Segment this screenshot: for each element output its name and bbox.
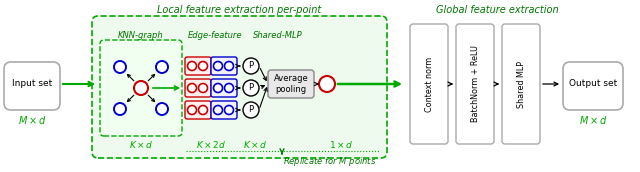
Text: Input set: Input set — [12, 79, 52, 89]
Text: Global feature extraction: Global feature extraction — [436, 5, 558, 15]
FancyBboxPatch shape — [100, 40, 182, 136]
Circle shape — [243, 80, 259, 96]
FancyBboxPatch shape — [185, 101, 211, 119]
Circle shape — [114, 61, 126, 73]
Circle shape — [243, 102, 259, 118]
Text: P: P — [248, 83, 253, 93]
FancyBboxPatch shape — [211, 79, 237, 97]
Text: $M \times d$: $M \times d$ — [18, 114, 46, 126]
Text: P: P — [248, 105, 253, 115]
Circle shape — [198, 62, 207, 71]
Circle shape — [198, 105, 207, 115]
FancyBboxPatch shape — [211, 57, 237, 75]
Text: KNN-graph: KNN-graph — [118, 31, 164, 40]
Text: Shared MLP: Shared MLP — [516, 61, 525, 108]
FancyBboxPatch shape — [410, 24, 448, 144]
Text: $M \times d$: $M \times d$ — [579, 114, 607, 126]
Circle shape — [243, 58, 259, 74]
Circle shape — [156, 103, 168, 115]
FancyBboxPatch shape — [456, 24, 494, 144]
FancyBboxPatch shape — [185, 57, 211, 75]
Circle shape — [225, 105, 234, 115]
FancyBboxPatch shape — [268, 70, 314, 98]
Circle shape — [319, 76, 335, 92]
Circle shape — [214, 105, 223, 115]
FancyBboxPatch shape — [502, 24, 540, 144]
Text: Context norm: Context norm — [424, 56, 433, 112]
Circle shape — [188, 105, 196, 115]
Circle shape — [156, 61, 168, 73]
Circle shape — [214, 62, 223, 71]
Text: P: P — [248, 62, 253, 71]
Text: Shared-MLP: Shared-MLP — [253, 31, 303, 40]
FancyBboxPatch shape — [211, 101, 237, 119]
Circle shape — [114, 103, 126, 115]
FancyBboxPatch shape — [185, 79, 211, 97]
FancyBboxPatch shape — [563, 62, 623, 110]
Text: Edge-feature: Edge-feature — [188, 31, 243, 40]
Circle shape — [214, 83, 223, 93]
Circle shape — [225, 62, 234, 71]
Text: Local feature extraction per-point: Local feature extraction per-point — [157, 5, 322, 15]
FancyBboxPatch shape — [92, 16, 387, 158]
Circle shape — [225, 83, 234, 93]
Text: $K \times 2d$: $K \times 2d$ — [196, 138, 226, 149]
Circle shape — [188, 83, 196, 93]
Circle shape — [134, 81, 148, 95]
Text: $K \times d$: $K \times d$ — [243, 138, 268, 149]
Text: $1 \times d$: $1 \times d$ — [329, 138, 353, 149]
Circle shape — [198, 83, 207, 93]
Circle shape — [188, 62, 196, 71]
Text: BatchNorm + ReLU: BatchNorm + ReLU — [470, 46, 479, 122]
Text: Average
pooling: Average pooling — [274, 74, 308, 94]
FancyBboxPatch shape — [4, 62, 60, 110]
Text: $K \times d$: $K \times d$ — [129, 138, 154, 149]
Text: Replicate for $M$ points: Replicate for $M$ points — [284, 155, 377, 169]
Text: Output set: Output set — [569, 79, 617, 89]
